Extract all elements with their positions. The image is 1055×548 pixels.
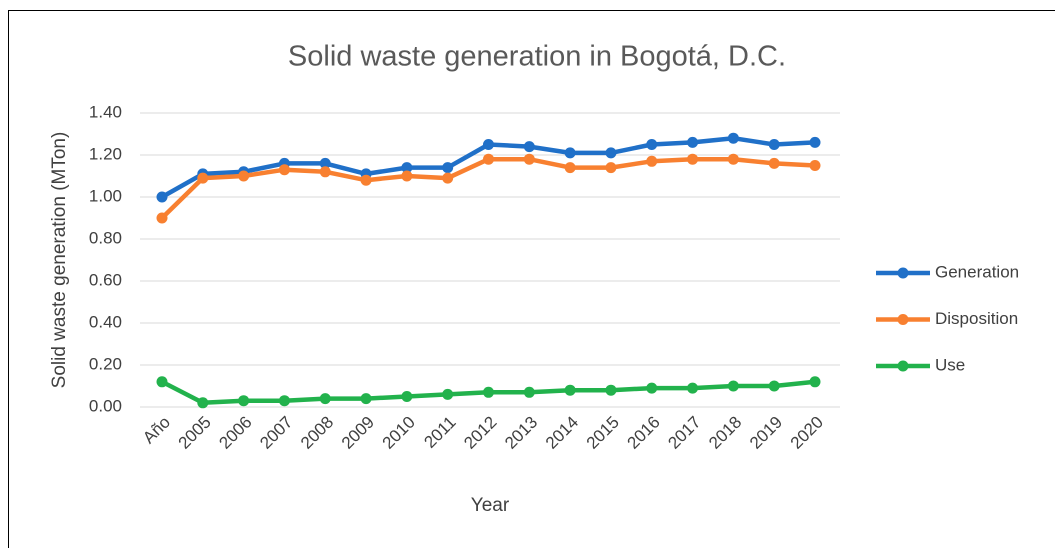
data-point — [360, 393, 372, 405]
data-point — [319, 157, 331, 169]
data-point — [401, 391, 413, 402]
data-point — [319, 166, 331, 178]
data-point — [156, 212, 168, 224]
data-point — [238, 170, 250, 182]
data-point — [809, 376, 821, 388]
data-point — [727, 132, 739, 144]
data-point — [687, 153, 699, 165]
y-tick-label: 0.60 — [89, 270, 122, 289]
y-tick-label: 0.20 — [89, 354, 122, 373]
y-tick-label: 0.00 — [89, 396, 122, 415]
data-point — [483, 153, 494, 165]
legend-label: Disposition — [935, 309, 1018, 328]
y-tick-label: 0.80 — [89, 228, 122, 247]
data-point — [646, 155, 658, 167]
data-point — [687, 382, 699, 394]
data-point — [605, 384, 617, 396]
data-point — [605, 147, 617, 159]
y-tick-label: 0.40 — [89, 312, 122, 331]
data-point — [156, 376, 168, 388]
data-point — [238, 395, 250, 407]
data-point — [156, 191, 168, 203]
data-point — [564, 147, 576, 159]
data-point — [768, 380, 780, 392]
data-point — [809, 160, 821, 171]
y-tick-label: 1.00 — [89, 186, 122, 205]
data-point — [442, 162, 454, 174]
data-point — [401, 170, 413, 182]
data-point — [442, 388, 454, 400]
x-axis-label: Year — [471, 495, 510, 516]
data-point — [278, 164, 290, 176]
legend-label: Use — [935, 355, 965, 374]
data-point — [278, 395, 290, 407]
data-point — [360, 174, 372, 186]
legend-marker — [897, 314, 909, 325]
data-point — [646, 382, 658, 394]
y-axis-label: Solid waste generation (MTon) — [49, 132, 70, 389]
data-point — [687, 136, 699, 148]
data-point — [768, 139, 780, 150]
data-point — [727, 380, 739, 392]
data-point — [564, 384, 576, 396]
chart-border — [8, 10, 1055, 548]
data-point — [646, 139, 658, 150]
data-point — [483, 139, 494, 150]
data-point — [523, 153, 535, 165]
chart-title: Solid waste generation in Bogotá, D.C. — [288, 41, 786, 73]
data-point — [442, 172, 454, 184]
data-point — [605, 162, 617, 174]
data-point — [197, 397, 209, 409]
legend-marker — [897, 267, 909, 279]
data-point — [319, 393, 331, 405]
data-point — [809, 136, 821, 148]
y-tick-label: 1.40 — [89, 102, 122, 121]
legend-marker — [897, 360, 909, 372]
legend-label: Generation — [935, 262, 1019, 281]
data-point — [401, 162, 413, 174]
data-point — [197, 172, 209, 184]
data-point — [483, 386, 494, 398]
data-point — [523, 386, 535, 398]
data-point — [768, 157, 780, 169]
data-point — [564, 162, 576, 174]
y-tick-label: 1.20 — [89, 144, 122, 163]
data-point — [727, 153, 739, 165]
data-point — [523, 141, 535, 153]
